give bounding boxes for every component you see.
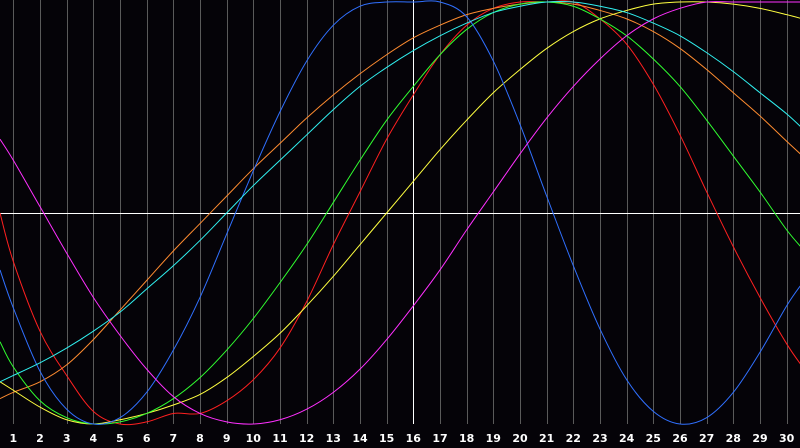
series-line-6 xyxy=(0,1,800,425)
x-tick-label-19: 19 xyxy=(486,432,501,445)
x-tick-label-15: 15 xyxy=(379,432,394,445)
x-tick-label-28: 28 xyxy=(726,432,741,445)
x-tick-label-29: 29 xyxy=(752,432,767,445)
x-tick-label-12: 12 xyxy=(299,432,314,445)
x-tick-label-22: 22 xyxy=(566,432,581,445)
x-tick-label-11: 11 xyxy=(272,432,287,445)
x-tick-label-27: 27 xyxy=(699,432,714,445)
x-tick-label-16: 16 xyxy=(406,432,422,445)
series-line-4 xyxy=(0,1,800,425)
axis-lines xyxy=(0,0,800,424)
x-tick-label-9: 9 xyxy=(223,432,231,445)
x-tick-label-26: 26 xyxy=(672,432,688,445)
series-line-2 xyxy=(0,1,800,400)
x-tick-labels: 1 2 3 4 5 6 7 8 9 10 11 12 13 14 15 16 17 18 19 20 21 22 23 24 2… xyxy=(9,432,794,445)
x-tick-label-30: 30 xyxy=(779,432,795,445)
series-line-3 xyxy=(0,1,800,425)
x-tick-label-17: 17 xyxy=(432,432,447,445)
x-tick-label-13: 13 xyxy=(326,432,341,445)
x-tick-label-6: 6 xyxy=(143,432,151,445)
x-tick-label-4: 4 xyxy=(89,432,97,445)
x-tick-label-20: 20 xyxy=(512,432,528,445)
x-tick-label-23: 23 xyxy=(592,432,607,445)
series-line-7 xyxy=(0,0,800,383)
x-tick-label-3: 3 xyxy=(63,432,71,445)
x-tick-label-21: 21 xyxy=(539,432,554,445)
x-tick-label-1: 1 xyxy=(9,432,17,445)
x-tick-label-5: 5 xyxy=(116,432,124,445)
x-tick-label-18: 18 xyxy=(459,432,474,445)
x-tick-label-10: 10 xyxy=(246,432,262,445)
x-tick-label-24: 24 xyxy=(619,432,635,445)
x-tick-label-25: 25 xyxy=(646,432,661,445)
x-tick-label-14: 14 xyxy=(352,432,368,445)
x-tick-label-7: 7 xyxy=(169,432,177,445)
x-tick-label-2: 2 xyxy=(36,432,44,445)
series-line-5 xyxy=(0,0,800,425)
series-line-1 xyxy=(0,0,800,426)
x-tick-label-8: 8 xyxy=(196,432,204,445)
data-series xyxy=(0,0,800,426)
